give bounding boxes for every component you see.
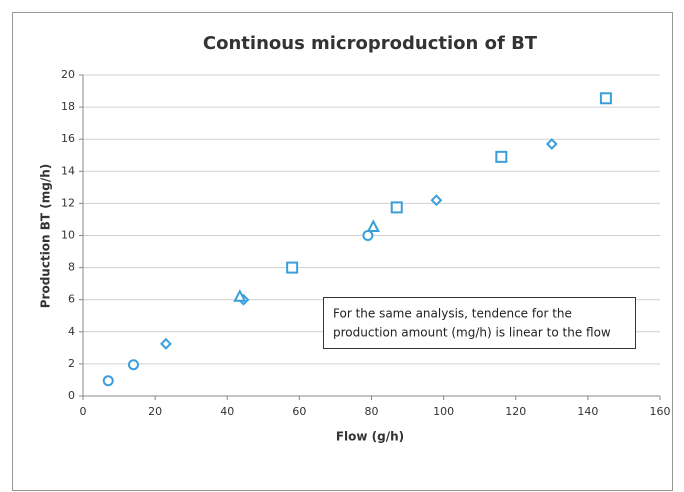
annotation-line: production amount (mg/h) is linear to th… <box>333 326 611 340</box>
x-tick-label: 80 <box>365 405 379 418</box>
x-tick-label: 120 <box>505 405 526 418</box>
x-tick-label: 100 <box>433 405 454 418</box>
point <box>127 359 139 371</box>
x-tick-label: 0 <box>80 405 87 418</box>
chart-title: Continous microproduction of BT <box>203 33 538 54</box>
chart-frame <box>12 12 673 491</box>
y-tick-label: 10 <box>61 229 75 242</box>
point <box>233 289 247 302</box>
y-tick-label: 8 <box>68 261 75 274</box>
point <box>102 375 114 387</box>
x-axis-title: Flow (g/h) <box>336 430 404 444</box>
x-tick-label: 140 <box>577 405 598 418</box>
y-tick-label: 14 <box>61 164 75 177</box>
x-tick-label: 160 <box>650 405 671 418</box>
y-tick-label: 2 <box>68 357 75 370</box>
point <box>362 230 374 241</box>
y-tick-label: 16 <box>61 132 75 145</box>
y-tick-label: 18 <box>61 100 75 113</box>
x-tick-label: 20 <box>148 405 162 418</box>
y-tick-label: 4 <box>68 325 75 338</box>
point <box>366 219 380 232</box>
y-axis-title: Production BT (mg/h) <box>39 164 53 309</box>
y-tick-label: 6 <box>68 293 75 306</box>
annotation-line: For the same analysis, tendence for the <box>333 307 572 321</box>
point <box>545 138 558 150</box>
x-tick-label: 60 <box>292 405 306 418</box>
point <box>160 337 172 350</box>
y-tick-label: 0 <box>68 389 75 402</box>
y-tick-label: 20 <box>61 68 75 81</box>
annotation-box <box>323 297 636 349</box>
point <box>599 92 612 105</box>
y-tick-label: 12 <box>61 196 75 209</box>
point <box>495 150 508 163</box>
point <box>390 201 403 214</box>
point <box>286 261 299 274</box>
point <box>430 194 443 207</box>
x-tick-label: 40 <box>220 405 234 418</box>
